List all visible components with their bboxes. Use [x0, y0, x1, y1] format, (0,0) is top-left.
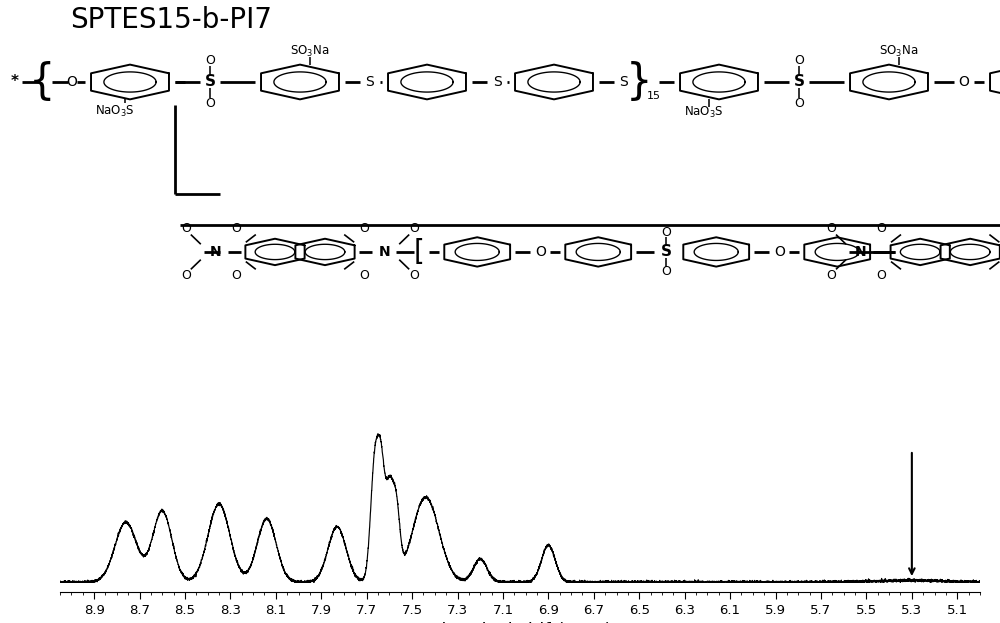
Text: O: O	[231, 222, 241, 235]
Text: SO$_3$Na: SO$_3$Na	[879, 44, 919, 59]
Text: O: O	[876, 222, 886, 235]
Text: N: N	[855, 245, 867, 259]
Text: O: O	[359, 222, 369, 235]
Text: [: [	[414, 238, 425, 266]
Text: O: O	[661, 226, 671, 239]
Text: O: O	[794, 97, 804, 110]
Text: NaO$_3$S: NaO$_3$S	[95, 103, 135, 118]
Text: O: O	[359, 269, 369, 282]
Text: {: {	[29, 61, 55, 103]
Text: O: O	[409, 269, 419, 282]
Text: S: S	[661, 244, 672, 259]
Text: O: O	[774, 245, 785, 259]
Text: O: O	[826, 269, 836, 282]
Text: O: O	[181, 269, 191, 282]
Text: O: O	[661, 265, 671, 278]
Text: O: O	[794, 54, 804, 67]
Text: O: O	[959, 75, 969, 89]
Text: O: O	[205, 54, 215, 67]
Text: O: O	[231, 269, 241, 282]
Text: S: S	[366, 75, 374, 89]
Text: O: O	[409, 222, 419, 235]
Text: O: O	[876, 269, 886, 282]
Text: 15: 15	[647, 90, 661, 100]
Text: S: S	[493, 75, 501, 89]
Text: O: O	[67, 75, 77, 89]
Text: O: O	[535, 245, 546, 259]
Text: *: *	[11, 75, 19, 90]
Text: SO$_3$Na: SO$_3$Na	[290, 44, 330, 59]
Text: N: N	[210, 245, 222, 259]
Text: SPTES15-b-PI7: SPTES15-b-PI7	[70, 6, 272, 34]
X-axis label: Chemical shift(ppm): Chemical shift(ppm)	[429, 622, 611, 623]
Text: N: N	[378, 245, 390, 259]
Text: NaO$_3$S: NaO$_3$S	[684, 105, 724, 120]
Text: }: }	[626, 61, 652, 103]
Text: O: O	[205, 97, 215, 110]
Text: O: O	[181, 222, 191, 235]
Text: S: S	[620, 75, 628, 89]
Text: S: S	[205, 75, 216, 90]
Text: O: O	[826, 222, 836, 235]
Text: S: S	[794, 75, 804, 90]
